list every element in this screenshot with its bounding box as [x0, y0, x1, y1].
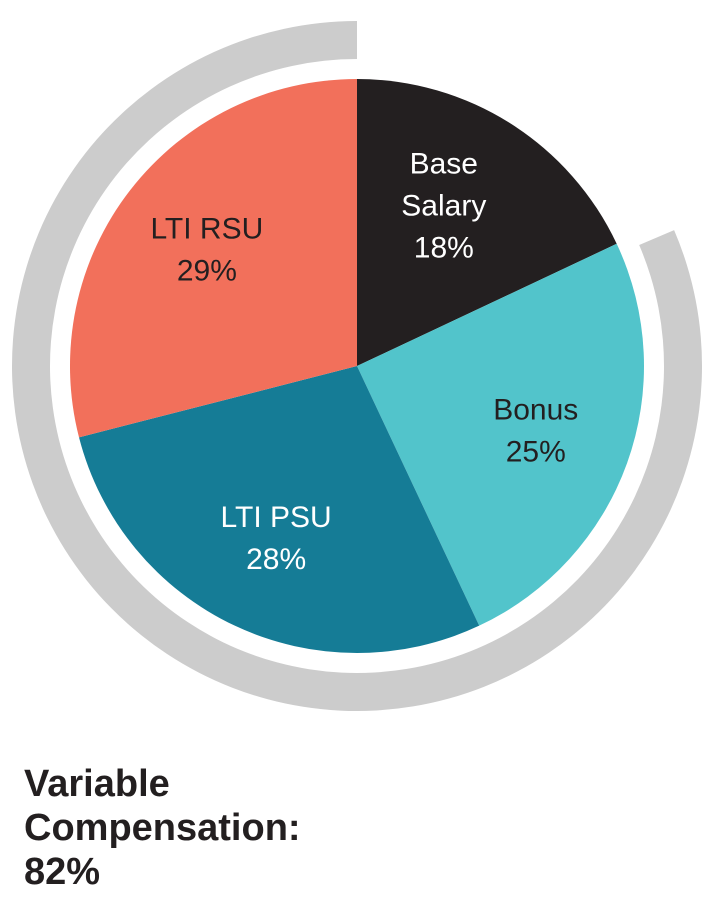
slice-name: LTI RSU	[150, 213, 263, 246]
slice-percent: 25%	[506, 435, 566, 468]
pie-slices	[69, 79, 644, 653]
slice-name: Bonus	[493, 393, 578, 426]
slice-percent: 18%	[414, 232, 474, 265]
caption-line-2: Compensation:	[24, 807, 301, 849]
slice-percent: 29%	[177, 255, 237, 288]
variable-compensation-caption: Variable Compensation: 82%	[24, 762, 444, 894]
slice-name: LTI PSU	[221, 501, 332, 534]
caption-line-1: Variable	[24, 763, 170, 805]
slice-label-lti-psu: LTI PSU 28%	[221, 501, 332, 576]
slice-label-bonus: Bonus 25%	[493, 393, 578, 468]
slice-label-lti-rsu: LTI RSU 29%	[150, 213, 263, 288]
slice-base-salary	[357, 79, 617, 366]
slice-percent: 28%	[246, 543, 306, 576]
slice-bonus	[357, 243, 644, 626]
slice-lti-psu	[79, 366, 480, 653]
slice-name: Base	[410, 148, 478, 181]
slice-label-base-salary: Base Salary 18%	[401, 148, 486, 265]
slice-lti-rsu	[69, 79, 357, 438]
slice-name: Salary	[401, 190, 486, 223]
slice-labels: Base Salary 18% Bonus 25% LTI PSU 28% LTI RSU 29…	[150, 148, 578, 576]
caption-line-3: 82%	[24, 851, 101, 893]
